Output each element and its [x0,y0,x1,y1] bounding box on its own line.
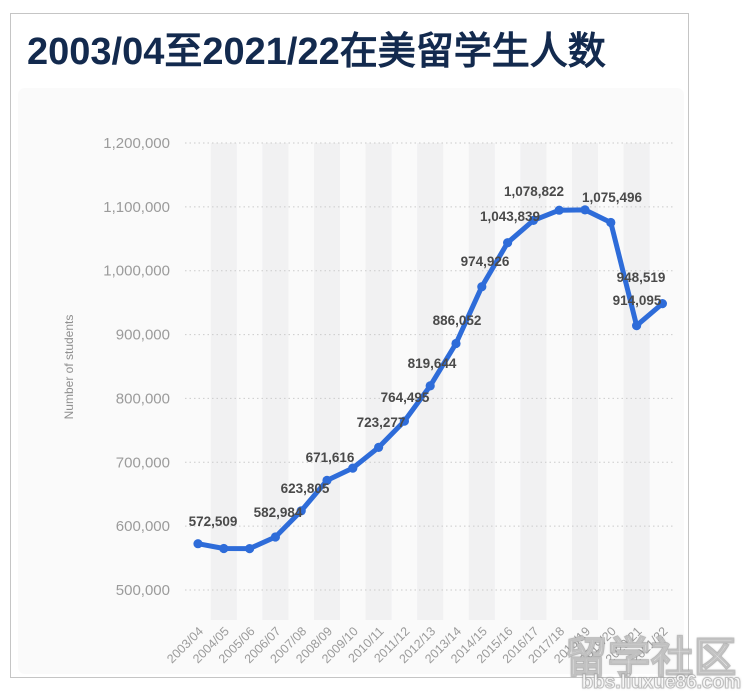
category-stripe [210,143,237,620]
data-label-2003/04: 572,509 [189,514,238,529]
data-point-2021/22[interactable] [657,299,668,309]
data-label-2012/13: 819,644 [408,356,457,371]
y-axis-title: Number of students [62,315,76,420]
data-point-2013/14[interactable] [451,338,461,349]
data-point-2015/16[interactable] [503,238,513,248]
data-label-2020/21: 914,095 [613,293,662,308]
data-label-2019/20: 1,075,496 [582,190,643,205]
category-stripe [468,143,495,620]
y-tick-label: 600,000 [116,518,170,535]
data-label-2013/14: 886,052 [433,313,482,328]
data-point-2003/04[interactable] [193,539,203,549]
data-point-2016/17[interactable] [528,215,539,225]
data-point-2011/12[interactable] [399,416,409,426]
data-point-2020/21[interactable] [632,321,642,331]
data-point-2006/07[interactable] [270,532,280,542]
category-stripe [262,143,289,620]
data-label-2015/16: 1,043,839 [480,209,540,224]
data-point-2012/13[interactable] [425,381,435,391]
data-label-2014/15: 974,926 [461,254,510,269]
data-point-2004/05[interactable] [219,543,229,554]
data-label-2010/11: 723,277 [357,415,406,430]
data-point-2018/19[interactable] [580,205,590,215]
category-stripe [572,143,598,620]
data-label-2021/22: 948,519 [617,270,666,285]
y-tick-label: 800,000 [116,390,170,407]
data-point-2005/06[interactable] [245,544,255,554]
y-tick-label: 700,000 [116,454,170,471]
category-stripe [314,143,340,620]
data-label-2008/09: 671,616 [306,450,355,465]
data-point-2010/11[interactable] [374,442,384,452]
category-stripe [365,143,392,620]
data-point-2009/10[interactable] [348,463,358,473]
data-point-2017/18[interactable] [554,205,564,215]
data-label-2011/12: 764,495 [381,390,430,405]
data-label-2007/08: 623,805 [281,481,330,496]
data-point-2007/08[interactable] [296,506,306,516]
data-point-2019/20[interactable] [606,217,616,228]
y-tick-label: 900,000 [116,327,170,344]
data-point-2014/15[interactable] [477,282,487,292]
y-tick-label: 1,000,000 [103,263,170,280]
data-label-2006/07: 582,984 [254,505,303,520]
data-point-2008/09[interactable] [322,475,332,485]
y-tick-label: 1,200,000 [103,135,170,152]
data-label-2016/17: 1,078,822 [504,184,564,199]
page-title: 2003/04至2021/22在美留学生人数 [27,31,606,73]
y-tick-label: 500,000 [116,582,170,599]
y-tick-label: 1,100,000 [103,199,170,216]
category-stripe [623,143,650,620]
